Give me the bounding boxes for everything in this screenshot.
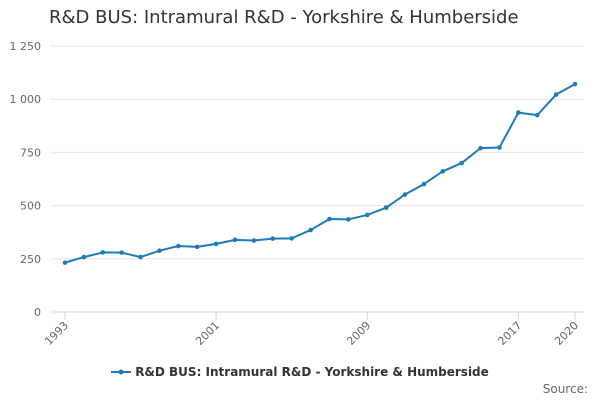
data-point[interactable]: [534, 112, 540, 118]
y-tick-label: 0: [34, 306, 41, 319]
y-tick-label: 1 000: [10, 93, 42, 106]
data-point[interactable]: [62, 260, 68, 265]
x-axis-tick-labels: 1993 2001 2009 2017 2020: [42, 319, 581, 348]
series-group: [62, 81, 578, 265]
data-point[interactable]: [176, 243, 181, 249]
data-point[interactable]: [289, 236, 294, 241]
x-axis: [50, 311, 584, 320]
data-point[interactable]: [478, 145, 483, 151]
data-point[interactable]: [553, 92, 559, 97]
data-point[interactable]: [383, 205, 389, 211]
data-point[interactable]: [402, 192, 408, 197]
data-point[interactable]: [232, 237, 238, 243]
series-line: [64, 83, 576, 264]
data-point[interactable]: [497, 145, 502, 150]
data-point[interactable]: [119, 250, 124, 255]
x-tick-label: 2001: [193, 319, 222, 348]
data-point[interactable]: [308, 227, 313, 233]
data-point[interactable]: [100, 250, 106, 255]
data-point[interactable]: [251, 238, 257, 243]
y-axis-tick-labels: 0 250 500 750 1 000 1 250: [10, 40, 42, 319]
data-point[interactable]: [364, 212, 370, 218]
legend[interactable]: R&D BUS: Intramural R&D - Yorkshire & Hu…: [0, 365, 600, 379]
legend-label: R&D BUS: Intramural R&D - Yorkshire & Hu…: [135, 365, 489, 379]
data-point[interactable]: [194, 244, 200, 250]
data-point[interactable]: [138, 254, 143, 260]
y-tick-label: 750: [20, 146, 41, 159]
y-tick-label: 1 250: [10, 40, 42, 53]
x-tick-label: 2020: [552, 319, 581, 348]
data-point[interactable]: [157, 248, 162, 254]
x-tick-label: 2017: [495, 319, 524, 348]
data-point[interactable]: [516, 110, 521, 115]
gridlines: [50, 45, 584, 260]
data-point[interactable]: [440, 169, 446, 174]
legend-line-icon: [111, 369, 132, 375]
data-point[interactable]: [213, 241, 219, 247]
data-point[interactable]: [421, 181, 427, 187]
data-point[interactable]: [270, 236, 276, 241]
chart-title: R&D BUS: Intramural R&D - Yorkshire & Hu…: [49, 7, 519, 28]
y-tick-label: 250: [20, 253, 41, 266]
data-point[interactable]: [81, 254, 87, 260]
data-point[interactable]: [459, 160, 464, 166]
data-point[interactable]: [327, 216, 332, 222]
x-tick-label: 2009: [344, 319, 373, 348]
data-point[interactable]: [572, 81, 578, 87]
source-link[interactable]: Source:: [542, 382, 588, 396]
x-tick-label: 1993: [42, 319, 71, 348]
data-point[interactable]: [346, 217, 351, 222]
y-tick-label: 500: [20, 200, 41, 213]
